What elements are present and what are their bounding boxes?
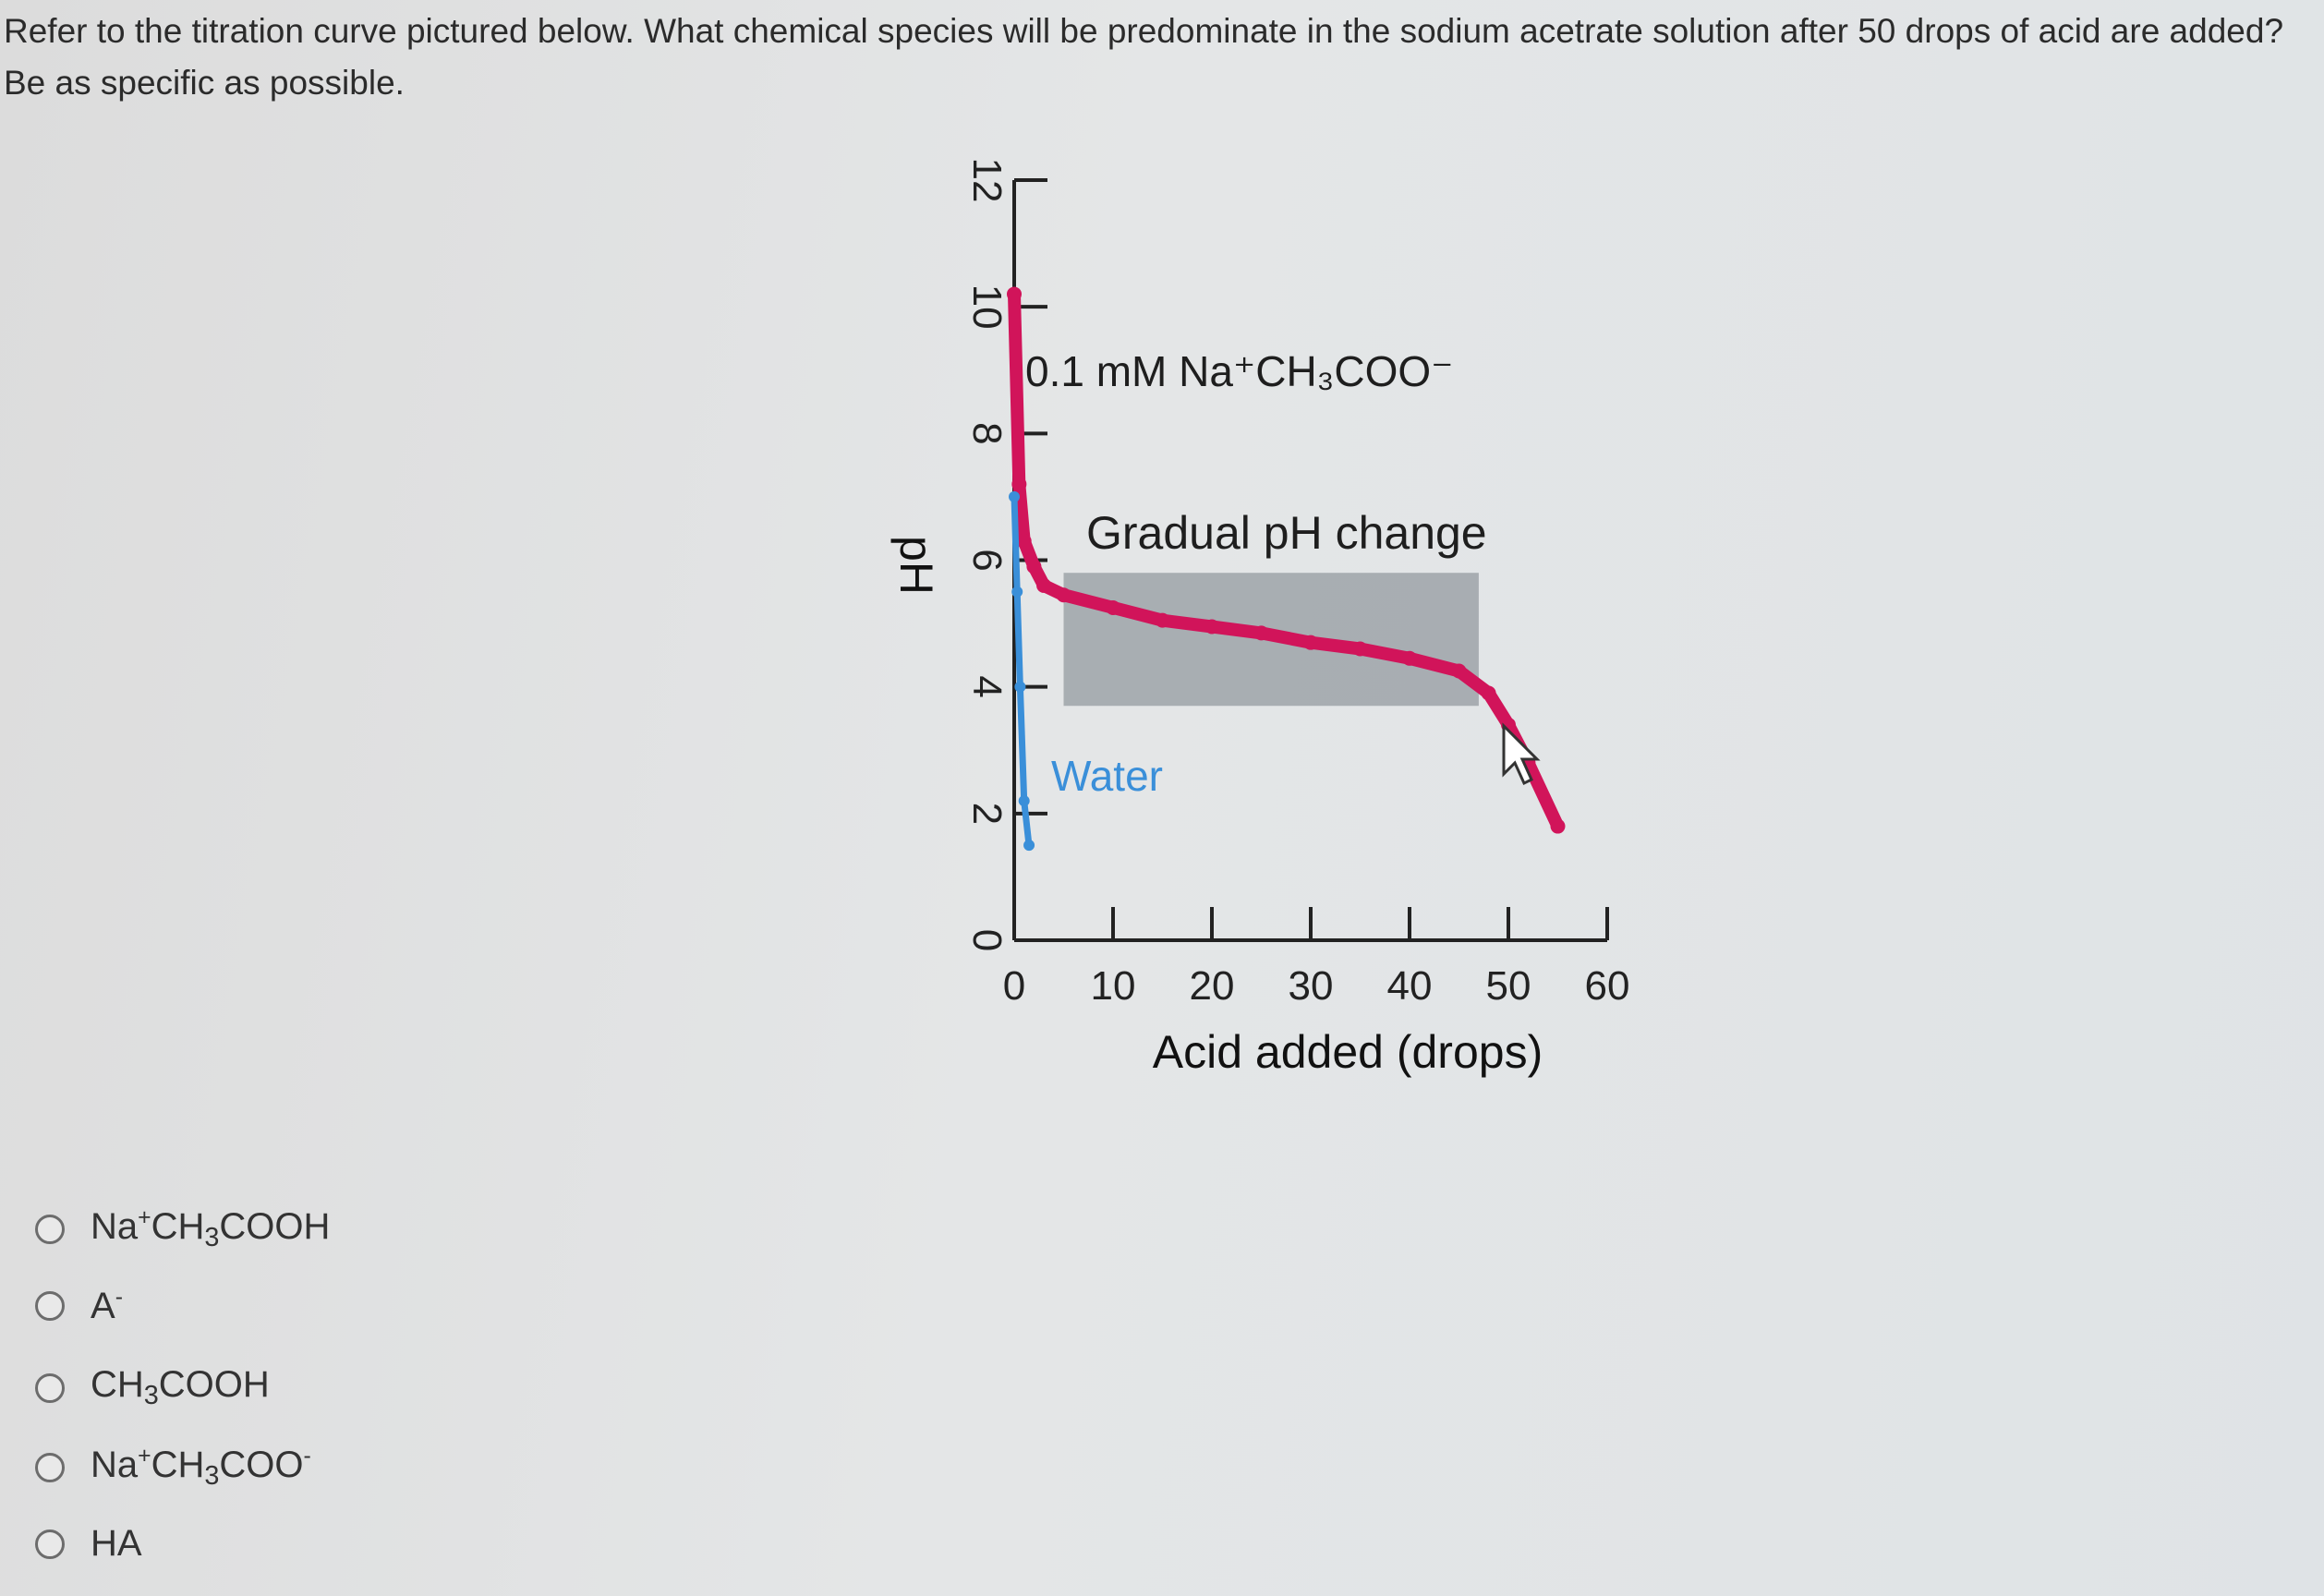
y-tick-label: 0 — [964, 929, 1010, 951]
option-label: HA — [91, 1523, 142, 1564]
radio-button[interactable] — [35, 1529, 65, 1559]
x-tick-label: 10 — [1091, 963, 1136, 1009]
data-point — [1303, 635, 1318, 650]
series-label-water: Water — [1051, 752, 1163, 800]
data-point — [1402, 650, 1417, 666]
radio-button[interactable] — [35, 1214, 65, 1244]
y-tick-label: 10 — [964, 284, 1010, 330]
y-tick-label: 4 — [964, 675, 1010, 697]
data-point — [1106, 599, 1120, 615]
data-point — [1016, 533, 1032, 549]
data-point — [1009, 490, 1020, 502]
option-na-ch3cooh[interactable]: Na+CH3COOH — [35, 1205, 330, 1253]
data-point — [1018, 795, 1030, 807]
data-point — [1155, 612, 1170, 628]
y-tick-label: 12 — [964, 158, 1010, 203]
y-tick-label: 8 — [964, 422, 1010, 444]
data-point — [1011, 477, 1027, 492]
x-tick-label: 0 — [1003, 963, 1025, 1009]
radio-button[interactable] — [35, 1452, 65, 1482]
annotation-gradual-ph-change: Gradual pH change — [1086, 507, 1487, 559]
data-point — [1451, 663, 1467, 679]
y-tick-label: 6 — [964, 549, 1010, 571]
x-tick-label: 60 — [1585, 963, 1630, 1009]
data-point — [1352, 641, 1368, 657]
option-a-minus[interactable]: A- — [35, 1285, 123, 1327]
x-tick-label: 40 — [1387, 963, 1433, 1009]
series-label-sodium-acetate: 0.1 mM Na⁺CH₃COO⁻ — [1025, 347, 1453, 395]
data-point — [1011, 586, 1023, 598]
option-na-ch3coo[interactable]: Na+CH3COO- — [35, 1444, 311, 1492]
option-ch3cooh[interactable]: CH3COOH — [35, 1364, 270, 1411]
option-label: Na+CH3COOH — [91, 1205, 331, 1252]
data-point — [1253, 625, 1269, 641]
data-point — [1550, 818, 1566, 834]
mouse-cursor-icon — [1502, 722, 1541, 786]
y-tick-label: 2 — [964, 803, 1010, 825]
data-point — [1026, 559, 1042, 574]
x-tick-label: 30 — [1289, 963, 1334, 1009]
question-text: Refer to the titration curve pictured be… — [4, 12, 2284, 102]
radio-button[interactable] — [35, 1290, 65, 1321]
data-point — [1007, 286, 1022, 302]
data-point — [1036, 577, 1052, 593]
x-axis-label: Acid added (drops) — [1153, 1026, 1543, 1078]
y-axis-label: pH — [890, 536, 942, 595]
radio-button[interactable] — [35, 1372, 65, 1403]
data-point — [1014, 681, 1026, 693]
option-label: Na+CH3COO- — [91, 1444, 311, 1491]
x-tick-label: 50 — [1486, 963, 1531, 1009]
data-point — [1056, 587, 1071, 603]
data-point — [1204, 619, 1219, 635]
option-label: CH3COOH — [91, 1364, 270, 1411]
option-ha[interactable]: HA — [35, 1523, 142, 1565]
data-point — [1481, 685, 1496, 701]
x-tick-label: 20 — [1190, 963, 1235, 1009]
option-label: A- — [91, 1285, 123, 1326]
data-point — [1023, 840, 1035, 852]
